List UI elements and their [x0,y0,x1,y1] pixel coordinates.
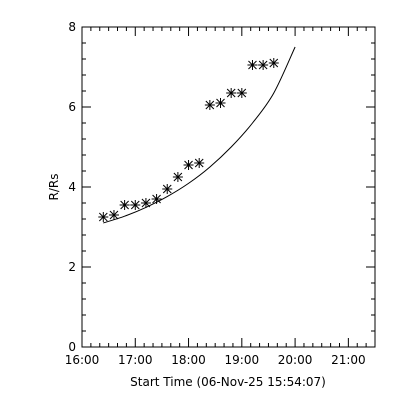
x-tick-label: 17:00 [118,353,153,367]
y-axis-label: R/Rs [47,174,61,201]
data-point [172,172,183,182]
x-axis-ticks: 16:00 17:00 18:00 19:00 20:00 21:00 [65,27,376,367]
data-point [215,98,226,108]
y-tick-label: 4 [68,180,76,194]
data-point [226,88,237,98]
data-point [258,60,269,70]
data-point [204,100,215,110]
x-tick-label: 21:00 [331,353,366,367]
data-point [162,184,173,194]
x-tick-label: 18:00 [171,353,206,367]
x-tick-label: 20:00 [278,353,313,367]
data-point [247,60,258,70]
data-point [108,210,119,220]
data-point [236,88,247,98]
y-tick-label: 0 [68,340,76,354]
x-tick-label: 16:00 [65,353,100,367]
data-point [98,212,109,222]
y-axis-ticks: 0 2 4 6 8 [68,20,375,354]
x-tick-label: 19:00 [225,353,260,367]
fit-curve [103,46,296,224]
data-point [140,198,151,208]
data-point [194,158,205,168]
y-tick-label: 2 [68,260,76,274]
data-points [98,58,279,222]
x-axis-label: Start Time (06-Nov-25 15:54:07) [130,375,326,389]
data-point [119,200,130,210]
y-tick-label: 6 [68,100,76,114]
data-point [130,200,141,210]
data-point [268,58,279,68]
data-point [183,160,194,170]
y-tick-label: 8 [68,20,76,34]
data-point [151,194,162,204]
